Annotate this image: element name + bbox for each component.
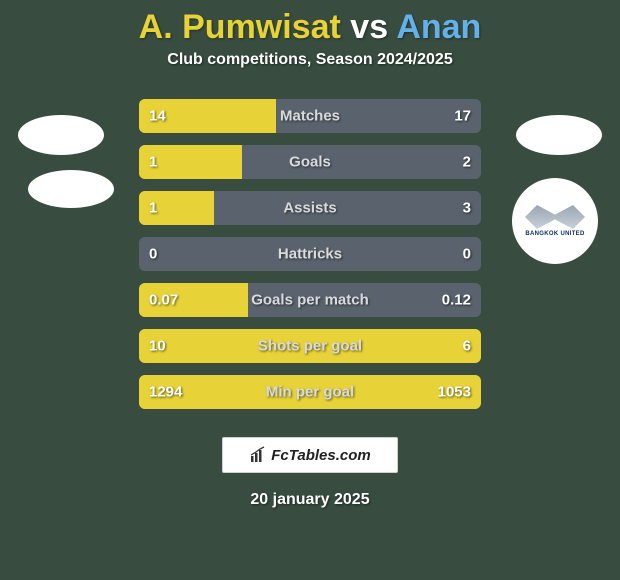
stat-left-value: 14 — [149, 108, 166, 125]
attribution-text: FcTables.com — [271, 447, 370, 464]
title-player1: A. Pumwisat — [139, 8, 341, 46]
stat-right-value: 0 — [463, 246, 471, 263]
attribution-badge: FcTables.com — [222, 437, 398, 473]
stat-label: Goals — [289, 154, 331, 171]
stat-row: 14 Matches 17 — [139, 99, 481, 133]
player2-club-badge-2: BANGKOK UNITED — [512, 178, 598, 264]
stat-right-value: 3 — [463, 200, 471, 217]
stat-row: 1 Goals 2 — [139, 145, 481, 179]
stat-left-value: 1 — [149, 200, 157, 217]
stat-right-value: 1053 — [438, 384, 471, 401]
stat-label: Assists — [283, 200, 336, 217]
stat-label: Shots per goal — [258, 338, 362, 355]
title-vs: vs — [350, 8, 388, 46]
footer-date: 20 january 2025 — [0, 491, 620, 509]
attribution-chart-icon — [249, 446, 267, 464]
stat-label: Goals per match — [251, 292, 369, 309]
stat-right-value: 17 — [454, 108, 471, 125]
stat-bars-container: 14 Matches 17 1 Goals 2 1 Assists 3 0 Hattricks 0 0.… — [139, 99, 481, 409]
stat-right-value: 0.12 — [442, 292, 471, 309]
stat-left-value: 1 — [149, 154, 157, 171]
stat-left-value: 1294 — [149, 384, 182, 401]
stat-row: 1 Assists 3 — [139, 191, 481, 225]
stat-left-value: 0 — [149, 246, 157, 263]
stat-row: 10 Shots per goal 6 — [139, 329, 481, 363]
stat-label: Hattricks — [278, 246, 342, 263]
stat-label: Matches — [280, 108, 340, 125]
player1-club-badge-2 — [28, 170, 114, 208]
stat-row: 0 Hattricks 0 — [139, 237, 481, 271]
comparison-subtitle: Club competitions, Season 2024/2025 — [0, 51, 620, 69]
stat-left-value: 10 — [149, 338, 166, 355]
stat-row: 1294 Min per goal 1053 — [139, 375, 481, 409]
title-player2: Anan — [396, 8, 481, 46]
stat-label: Min per goal — [266, 384, 354, 401]
stat-right-value: 6 — [463, 338, 471, 355]
comparison-title: A. Pumwisat vs Anan — [0, 0, 620, 51]
crest-icon: BANGKOK UNITED — [520, 186, 590, 256]
player2-club-badge-1 — [516, 115, 602, 155]
stat-row: 0.07 Goals per match 0.12 — [139, 283, 481, 317]
player1-club-badge-1 — [18, 115, 104, 155]
wings-icon — [525, 205, 585, 229]
stat-left-value: 0.07 — [149, 292, 178, 309]
crest-label: BANGKOK UNITED — [525, 231, 584, 237]
stat-right-value: 2 — [463, 154, 471, 171]
